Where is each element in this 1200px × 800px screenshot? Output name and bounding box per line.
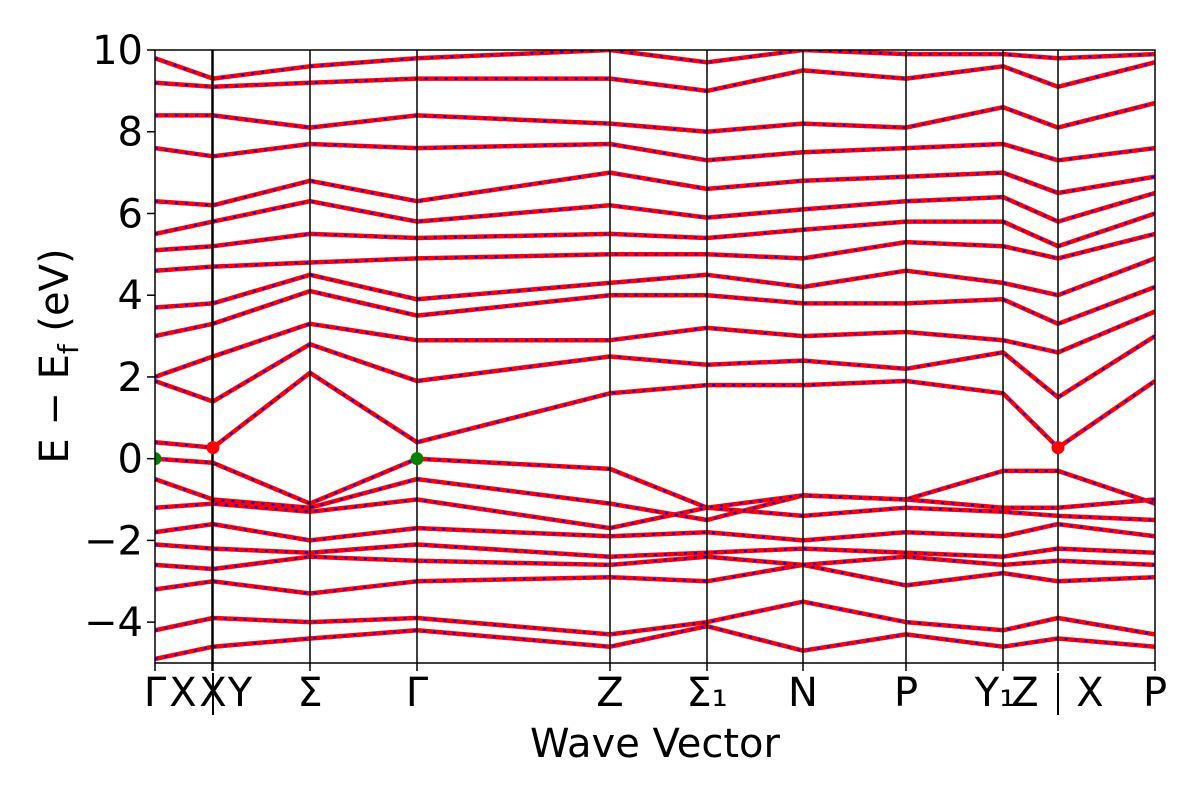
y-tick-label: −2 [84, 518, 143, 564]
band-line-9 [155, 456, 1155, 510]
band-line-overlay-12 [155, 310, 1155, 378]
band-line-overlay-20 [155, 102, 1155, 133]
band-line-15 [155, 231, 1155, 273]
extremum-marker-4 [1051, 441, 1065, 455]
x-tick-label: P [1143, 670, 1167, 716]
x-tick-label: N [788, 670, 818, 716]
extremum-marker-2 [410, 452, 424, 466]
x-tick-label: Y₁ [974, 670, 1015, 716]
bands-layer [155, 50, 1155, 662]
band-line-overlay-5 [155, 543, 1155, 558]
y-tick-label: 8 [118, 110, 143, 156]
x-tick-label: Σ₁ [686, 670, 727, 716]
x-tick-label: Γ [406, 670, 429, 716]
y-axis-label-main: E − E [32, 354, 78, 464]
x-tick-label: Y [227, 670, 253, 716]
x-tick-label: X [1076, 670, 1103, 716]
y-axis-label: E − Ef (eV) [32, 248, 85, 463]
y-axis-label-subscript: f [52, 343, 85, 354]
band-line-12 [155, 309, 1155, 380]
x-tick-label: Z [596, 670, 623, 716]
band-line-overlay-11 [155, 335, 1155, 403]
y-tick-label: −4 [84, 600, 143, 646]
band-line-overlay-10 [155, 371, 1155, 450]
band-line-22 [155, 50, 1155, 81]
x-axis-label: Wave Vector [530, 721, 781, 767]
band-line-overlay-21 [155, 61, 1155, 93]
x-tick-label: Z [1011, 670, 1038, 716]
band-line-10 [155, 370, 1155, 450]
high-symmetry-lines [211, 50, 1059, 663]
y-tick-label: 0 [118, 437, 143, 483]
band-line-6 [155, 521, 1155, 543]
y-axis-ticks: −4 −2 0 2 4 6 8 10 [84, 28, 155, 646]
x-tick-label: P [894, 670, 918, 716]
x-tick-label: X [169, 670, 196, 716]
y-tick-label: 6 [118, 191, 143, 237]
band-line-17 [155, 190, 1155, 237]
plot-frame [154, 49, 1156, 664]
y-tick-label: 2 [118, 355, 143, 401]
y-axis-label-unit: (eV) [32, 248, 78, 344]
band-line-overlay-6 [155, 522, 1155, 542]
x-tick-label: Σ [297, 670, 322, 716]
band-line-overlay-22 [155, 50, 1155, 80]
extremum-marker-1 [155, 452, 162, 466]
x-axis-ticks: Γ X X Y Σ Γ Z Σ₁ N P Y₁Z X P [144, 663, 1167, 716]
y-tick-label: 4 [118, 273, 143, 319]
band-line-overlay-19 [155, 142, 1155, 162]
band-line-overlay-3 [155, 563, 1155, 595]
extrema-markers [155, 441, 1065, 466]
band-line-overlay-7 [155, 498, 1155, 530]
extremum-marker-3 [206, 441, 220, 455]
x-tick-label: Γ [144, 670, 167, 716]
y-tick-label: 10 [92, 28, 143, 74]
